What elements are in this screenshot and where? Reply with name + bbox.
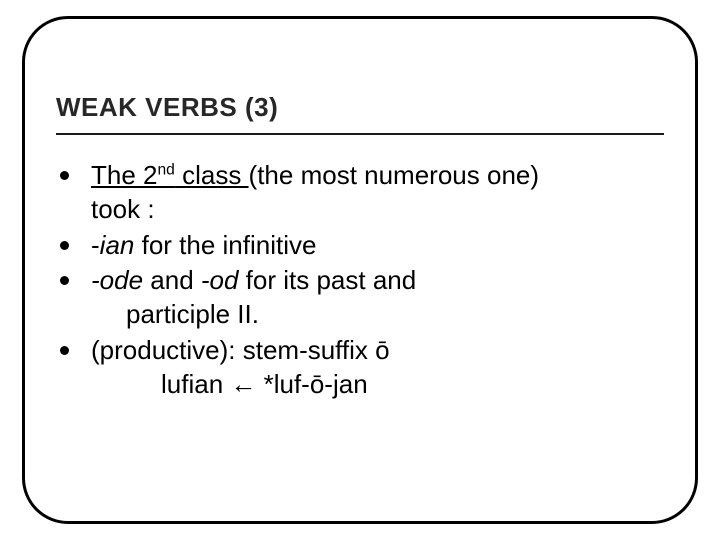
bullet-text-1: The 2nd class (the most numerous one) to… [91, 159, 664, 227]
b1-part1: The 2 [91, 160, 158, 190]
bullet-item-1: The 2nd class (the most numerous one) to… [56, 159, 664, 227]
b1-part2: class [175, 160, 249, 190]
b4-line2: lufian ← *luf-ō-jan [91, 368, 664, 402]
b2-pre: - [91, 230, 100, 260]
content-area: WEAK VERBS (3) The 2nd class (the most n… [56, 92, 664, 404]
bullet-item-2: -ian for the infinitive [56, 229, 664, 263]
bullet-text-4: (productive): stem-suffix ō lufian ← *lu… [91, 334, 664, 402]
bullet-item-3: -ode and -od for its past and participle… [56, 264, 664, 332]
bullet-icon [60, 241, 69, 250]
bullet-icon [60, 276, 69, 285]
bullet-text-3: -ode and -od for its past and participle… [91, 264, 664, 332]
bullet-icon [60, 346, 69, 355]
b3-od: -od [201, 265, 239, 295]
bullet-item-4: (productive): stem-suffix ō lufian ← *lu… [56, 334, 664, 402]
slide-title: WEAK VERBS (3) [56, 92, 664, 123]
b1-line2: took : [91, 193, 664, 227]
b4-text: (productive): stem-suffix ō [91, 335, 390, 365]
b2-ian: ian [100, 230, 135, 260]
bullet-text-2: -ian for the infinitive [91, 229, 664, 263]
b3-ode: -ode [91, 265, 143, 295]
b3-post: for its past and [238, 265, 416, 295]
slide: WEAK VERBS (3) The 2nd class (the most n… [0, 0, 720, 540]
slide-body: The 2nd class (the most numerous one) to… [56, 159, 664, 402]
bullet-icon [60, 171, 69, 180]
b2-post: for the infinitive [134, 230, 316, 260]
b3-mid: and [143, 265, 201, 295]
b1-sup: nd [158, 161, 175, 178]
b3-line2: participle II. [91, 298, 664, 332]
b1-rest: (the most numerous one) [249, 160, 539, 190]
title-underline [56, 133, 664, 135]
